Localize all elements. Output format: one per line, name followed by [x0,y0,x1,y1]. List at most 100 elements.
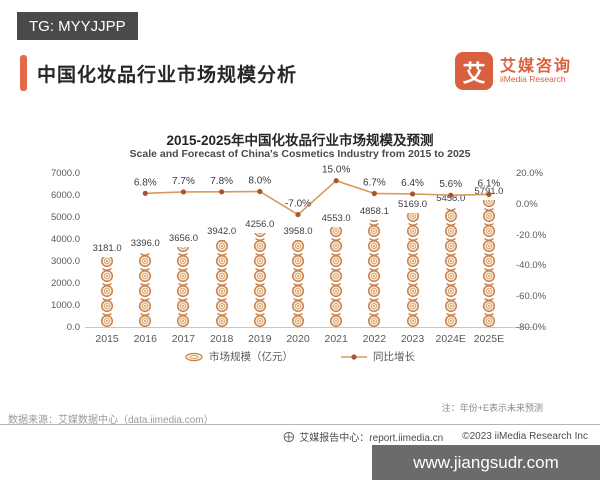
x-axis-label: 2016 [133,333,157,345]
y-axis-tick: 5000.0 [50,212,80,223]
bar-value-label: 5458.0 [436,192,466,204]
line-point-label: 7.7% [172,176,195,187]
x-axis-label: 2022 [362,333,387,345]
coin-icon [291,312,305,327]
coin-icon [139,267,152,282]
coin-icon [482,207,495,222]
globe-icon: ⨁ [283,431,295,443]
line-point [333,178,339,184]
line-point-label: 6.7% [363,177,386,188]
line-point-label: 6.1% [478,178,501,189]
coin-icon [291,252,305,267]
coin-icon [254,233,266,237]
coin-icon [368,312,381,327]
header: 中国化妆品行业市场规模分析 艾 艾媒咨询 iiMedia Research [20,52,586,94]
right-axis-tick: -40.0% [516,260,547,272]
coin-icon [139,282,152,297]
bar-value-label: 4553.0 [321,212,351,224]
bar-2022 [365,220,383,327]
coin-icon [330,252,343,267]
bar-value-label: 4858.1 [359,206,389,218]
iimedia-logo-icon: 艾 [454,52,493,90]
chart-subtitle: Scale and Forecast of China's Cosmetics … [129,148,471,160]
line-point-label: 7.8% [210,176,233,187]
coin-icon [482,252,495,267]
x-axis-label: 2015 [95,333,119,345]
coin-icon [444,222,457,237]
bar-value-label: 4256.0 [245,219,275,231]
coin-icon [368,237,381,252]
line-point [371,190,377,197]
coin-icon [444,312,457,327]
coin-icon [177,246,190,252]
logo-name-en: iiMedia Research [499,74,566,85]
coin-icon [444,237,457,252]
coin-icon [215,252,228,267]
coin-icon [330,267,343,282]
coin-icon [291,282,305,297]
bar-value-label: 5791.0 [474,185,504,197]
growth-line-chart: 6.8% 7.7% 7.8% 8.0% -7.0% 15.0% 6.7% 6.4% 5.6% 6.… [134,165,501,218]
coin-icon [291,267,305,282]
bar-2015 [98,257,116,327]
line-point-label: 6.4% [401,178,424,189]
line-legend-icon [341,353,367,360]
legend-label-growth: 同比增长 [373,351,415,363]
coin-icon [482,267,495,282]
bar-value-label: 3942.0 [207,226,237,238]
coin-icon [406,213,419,222]
legend-item-growth: 同比增长 [341,349,415,364]
line-point [295,211,301,218]
coin-icon [482,199,495,207]
coin-icon [368,222,381,237]
x-axis-label: 2025E [473,333,505,345]
coin-icon [291,297,305,312]
coin-icon [444,267,457,282]
bar-2018 [213,240,231,327]
coin-icon [482,237,495,252]
right-axis-tick: -60.0% [516,291,547,303]
coin-icon [253,297,266,312]
legend-item-market-scale: 市场规模（亿元） [185,349,293,364]
coin-icon [330,297,343,312]
bar-2019 [251,233,269,327]
coin-icon [177,312,190,327]
coin-icon [101,312,114,327]
line-point-label: -7.0% [285,199,311,210]
coin-icon [139,297,152,312]
y-axis-tick: 3000.0 [50,256,80,267]
x-axis-label: 2020 [286,333,310,345]
chart-plot-area: 7000.0 6000.0 5000.0 4000.0 3000.0 2000.0 1000… [51,165,546,345]
coin-icon [215,240,228,252]
line-point-label: 6.8% [134,177,157,188]
bar-value-label: 3656.0 [168,232,198,244]
copyright-text: ©2023 iiMedia Research Inc [462,431,588,442]
page-title: 中国化妆品行业市场规模分析 [37,64,298,86]
bar-value-label: 3958.0 [283,225,313,237]
coin-icon [101,267,114,282]
coin-icon [215,297,228,312]
coin-icon [368,267,381,282]
legend-label-market-scale: 市场规模（亿元） [209,351,293,363]
coin-icon [406,267,419,282]
coin-icon [482,297,495,312]
y-axis-tick: 1000.0 [50,300,80,311]
chart-legend: 市场规模（亿元） 同比增长 [0,349,600,364]
y-axis-tick: 4000.0 [50,234,80,245]
bar-2023 [404,213,422,327]
coin-icon [253,312,266,327]
coin-icon [139,252,152,267]
coin-icon [368,282,381,297]
bar-value-label: 5169.0 [398,199,428,211]
line-point [448,192,454,198]
y-axis-tick: 6000.0 [50,190,80,201]
coin-icon [482,282,495,297]
x-axis-label: 2023 [400,333,425,345]
telegram-badge: TG: MYYJJPP [17,12,138,40]
coin-icon [177,282,190,297]
coin-icon [253,282,266,297]
report-center-link[interactable]: 艾媒报告中心：report.iimedia.cn [299,433,444,444]
line-point [486,191,492,198]
coin-icon [406,297,419,312]
